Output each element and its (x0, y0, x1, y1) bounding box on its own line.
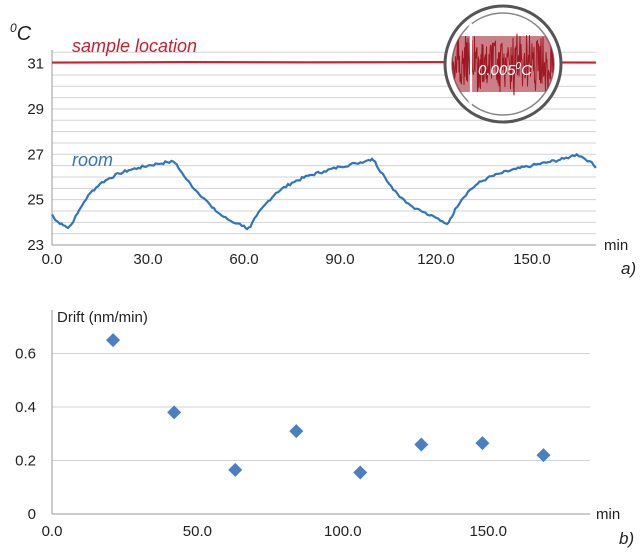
panel-a-y-unit-label: 0C (10, 21, 32, 45)
panel-a-y-tick-labels: 23 25 27 29 31 (27, 56, 44, 254)
scatter-point (228, 462, 243, 477)
scatter-point (475, 436, 490, 451)
panel-a-x-tick-label: 0.0 (42, 251, 63, 268)
panel-b-x-tick-label: 0.0 (42, 523, 63, 540)
panel-b-x-tick-label: 50.0 (183, 523, 212, 540)
inset-label-unit-sup: 0 (516, 61, 522, 72)
inset-noise-trace (452, 32, 554, 96)
panel-b-y-tick-label: 0.2 (15, 453, 36, 470)
scatter-point (167, 405, 182, 420)
panel-b-x-unit-label: min (596, 506, 620, 523)
panel-a-x-tick-label: 120.0 (417, 251, 455, 268)
panel-a-y-tick-label: 27 (27, 146, 44, 163)
noise-inset: 0.0050C (443, 4, 563, 124)
scatter-point (106, 333, 121, 348)
panel-a-x-unit-label: min (604, 237, 628, 254)
panel-a-label: a) (621, 259, 636, 278)
scatter-point (289, 424, 304, 439)
panel-a-y-tick-label: 25 (27, 192, 44, 209)
panel-a-y-unit-main: C (17, 23, 32, 45)
panel-a-x-tick-label: 30.0 (133, 251, 162, 268)
panel-b-drift-chart: 0 0.2 0.4 0.6 0.0 50.0 100.0 150.0 Drift (nm/m… (15, 309, 634, 548)
panel-b-x-tick-labels: 0.0 50.0 100.0 150.0 (42, 523, 507, 540)
scatter-point (536, 448, 551, 463)
panel-a-y-tick-label: 29 (27, 101, 44, 118)
scatter-point (353, 465, 368, 480)
panel-b-y-axis-label: Drift (nm/min) (57, 309, 148, 326)
inset-label-unit-main: C (521, 62, 532, 79)
panel-b-y-tick-label: 0.4 (15, 399, 36, 416)
panel-a-x-tick-label: 150.0 (513, 251, 551, 268)
series-line-room (51, 152, 597, 231)
double-arrow-icon (464, 22, 478, 106)
panel-b-gridlines (52, 353, 590, 461)
series-label-room: room (72, 150, 113, 170)
panel-b-x-tick-label: 150.0 (469, 523, 507, 540)
panel-a-y-tick-label: 23 (27, 237, 44, 254)
panel-a-y-unit-sup: 0 (10, 21, 17, 35)
panel-b-y-tick-labels: 0 0.2 0.4 0.6 (15, 346, 36, 524)
panel-a-x-tick-label: 90.0 (325, 251, 354, 268)
panel-b-y-tick-label: 0.6 (15, 346, 36, 363)
panel-a-x-tick-labels: 0.0 30.0 60.0 90.0 120.0 150.0 (42, 251, 551, 268)
scatter-point (414, 437, 429, 452)
panel-a-y-tick-label: 31 (27, 56, 44, 73)
panel-b-label: b) (619, 529, 634, 548)
panel-a-x-tick-label: 60.0 (229, 251, 258, 268)
panel-b-x-tick-label: 100.0 (324, 523, 362, 540)
inset-label: 0.0050C (478, 61, 532, 79)
series-label-sample-location: sample location (72, 36, 197, 56)
panel-b-points (106, 333, 551, 480)
inset-label-value: 0.005 (478, 62, 516, 79)
panel-b-y-tick-label: 0 (28, 506, 36, 523)
